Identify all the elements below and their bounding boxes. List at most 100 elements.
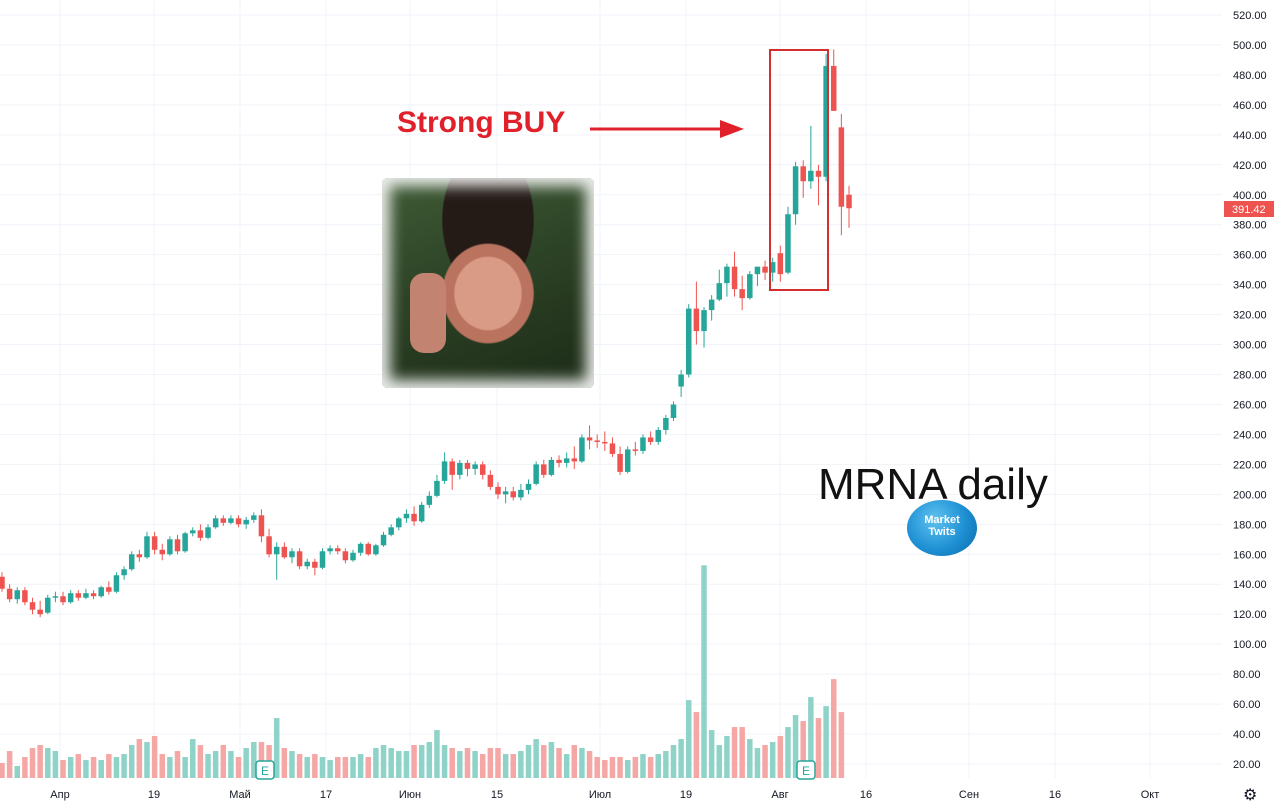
- volume-bar: [724, 736, 730, 778]
- volume-bar: [167, 757, 173, 778]
- candle-body: [327, 548, 333, 552]
- candle-body: [220, 518, 227, 523]
- volume-bar: [647, 757, 654, 778]
- volume-bar: [571, 745, 578, 778]
- volume-bar: [281, 748, 288, 778]
- candle-body: [52, 596, 59, 598]
- earnings-marker-box: [796, 760, 816, 780]
- time-tick-label: 17: [320, 789, 332, 801]
- time-tick-label: 19: [680, 789, 692, 801]
- candle-body: [296, 551, 303, 567]
- candle-body: [6, 588, 13, 600]
- volume-bar: [426, 742, 433, 778]
- candle-body: [708, 299, 715, 311]
- candle-body: [14, 590, 21, 600]
- candle-body: [747, 274, 753, 299]
- volume-bar: [640, 754, 646, 778]
- volume-bar: [624, 760, 631, 778]
- volume-bar: [90, 757, 97, 778]
- candle-body: [525, 483, 532, 490]
- candle-body: [90, 593, 97, 597]
- price-tick-label: 200.00: [1233, 489, 1267, 501]
- candle-body: [724, 266, 730, 284]
- volume-bar: [708, 730, 715, 778]
- volume-bar: [548, 742, 555, 778]
- volume-bar: [6, 751, 13, 778]
- candle-body: [373, 545, 379, 555]
- volume-bar: [235, 757, 242, 778]
- volume-bar: [609, 757, 616, 778]
- candle-body: [418, 504, 425, 522]
- volume-bar: [670, 745, 677, 778]
- price-axis: 520.00 500.00 480.00 460.00 440.00 420.00 400.…: [1233, 10, 1267, 771]
- volume-bar: [98, 760, 104, 778]
- time-tick-label: Сен: [959, 789, 979, 801]
- earnings-marker[interactable]: E: [796, 760, 816, 780]
- volume-bar: [678, 739, 684, 778]
- candle-body: [579, 437, 585, 462]
- earnings-marker[interactable]: E: [255, 760, 275, 780]
- candle-body: [380, 534, 387, 546]
- candle-body: [365, 543, 372, 555]
- candle-body: [510, 491, 516, 498]
- candle-body: [251, 515, 257, 520]
- candle-body: [571, 458, 578, 462]
- volume-bar: [800, 721, 806, 778]
- candle-body: [594, 440, 600, 442]
- candle-body: [777, 253, 784, 275]
- candle-body: [342, 551, 349, 561]
- price-tick-label: 240.00: [1233, 429, 1267, 441]
- gear-icon[interactable]: ⚙: [1243, 785, 1258, 804]
- candle-body: [548, 459, 555, 475]
- volume-bar: [319, 757, 326, 778]
- price-tick-label: 100.00: [1233, 639, 1267, 651]
- candle-body: [716, 283, 723, 300]
- volume-bar: [487, 748, 494, 778]
- candle-body: [319, 551, 326, 568]
- candle-body: [678, 374, 684, 387]
- volume-bar: [14, 766, 21, 778]
- candle-body: [228, 518, 234, 523]
- candle-body: [273, 546, 280, 555]
- volume-bar: [518, 751, 524, 778]
- volume-bar: [106, 754, 112, 778]
- volume-bars: [0, 565, 845, 778]
- volume-bar: [136, 739, 143, 778]
- volume-bar: [563, 754, 570, 778]
- time-tick-label: Окт: [1141, 789, 1160, 801]
- price-tick-label: 500.00: [1233, 40, 1267, 52]
- candle-body: [312, 561, 318, 568]
- volume-bar: [380, 745, 387, 778]
- highlight-box: [769, 49, 829, 291]
- volume-bar: [663, 751, 669, 778]
- volume-bar: [60, 760, 66, 778]
- volume-bar: [251, 742, 257, 778]
- candle-body: [258, 515, 265, 537]
- volume-bar: [273, 718, 280, 778]
- candle-body: [815, 170, 822, 177]
- time-tick-label: 16: [1049, 789, 1061, 801]
- volume-bar: [159, 754, 165, 778]
- candle-body: [159, 549, 165, 555]
- volume-bar: [365, 757, 372, 778]
- volume-bar: [0, 763, 5, 778]
- person-photo: [382, 178, 594, 388]
- candle-body: [479, 464, 486, 475]
- earnings-marker-box: [255, 760, 275, 780]
- volume-bar: [128, 745, 135, 778]
- candle-body: [800, 166, 806, 182]
- volume-bar: [151, 736, 158, 778]
- candle-body: [823, 65, 829, 177]
- candle-body: [235, 518, 242, 525]
- last-price-label: 391.42: [1224, 201, 1274, 217]
- candle-body: [808, 170, 814, 182]
- price-tick-label: 480.00: [1233, 70, 1267, 82]
- volume-bar: [83, 760, 89, 778]
- volume-bar: [182, 757, 188, 778]
- candle-body: [632, 449, 639, 451]
- candle-body: [121, 569, 127, 576]
- candle-body: [289, 551, 295, 558]
- volume-bar: [602, 760, 608, 778]
